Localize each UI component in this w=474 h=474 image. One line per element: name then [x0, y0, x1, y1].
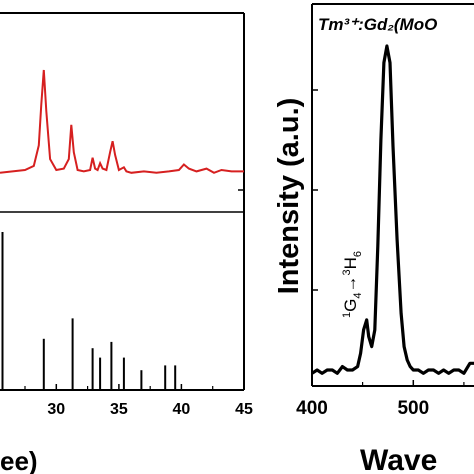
- reference-bars: [1, 232, 177, 389]
- left-x-ticks: 30 35 40 45: [24, 384, 253, 418]
- upper-level-term: H: [341, 257, 360, 269]
- emission-spectrum-line: [311, 44, 474, 375]
- right-panel: 400 500 Tm³⁺:Gd₂(MoO Intensity (a.u.) 1G4…: [273, 3, 474, 474]
- right-x-ticks: 400 500: [296, 380, 465, 419]
- left-panel: 30 35 40 45 ee): [0, 12, 253, 474]
- left-x-tick-label: 35: [110, 401, 128, 418]
- lower-level-sup: 1: [341, 312, 353, 318]
- right-x-tick-label: 500: [397, 398, 429, 419]
- left-x-axis-label-fragment: ee): [0, 446, 38, 474]
- left-x-tick-label: 40: [173, 401, 191, 418]
- left-x-tick-label: 45: [235, 401, 253, 418]
- xrd-pattern-line: [0, 69, 244, 174]
- right-y-axis-label: Intensity (a.u.): [273, 98, 305, 295]
- right-chart-title: Tm³⁺:Gd₂(MoO: [318, 15, 437, 34]
- transition-annotation: 1G4→3H6: [341, 251, 364, 318]
- upper-level-sup: 3: [341, 269, 353, 275]
- left-x-tick-label: 30: [47, 401, 65, 418]
- right-x-axis-label-fragment: Wave: [360, 444, 437, 474]
- lower-level-term: G: [341, 299, 360, 312]
- transition-arrow: →: [341, 276, 360, 293]
- lower-level-sub: 4: [352, 293, 364, 299]
- upper-level-sub: 6: [352, 251, 364, 257]
- right-x-tick-label: 400: [296, 398, 328, 419]
